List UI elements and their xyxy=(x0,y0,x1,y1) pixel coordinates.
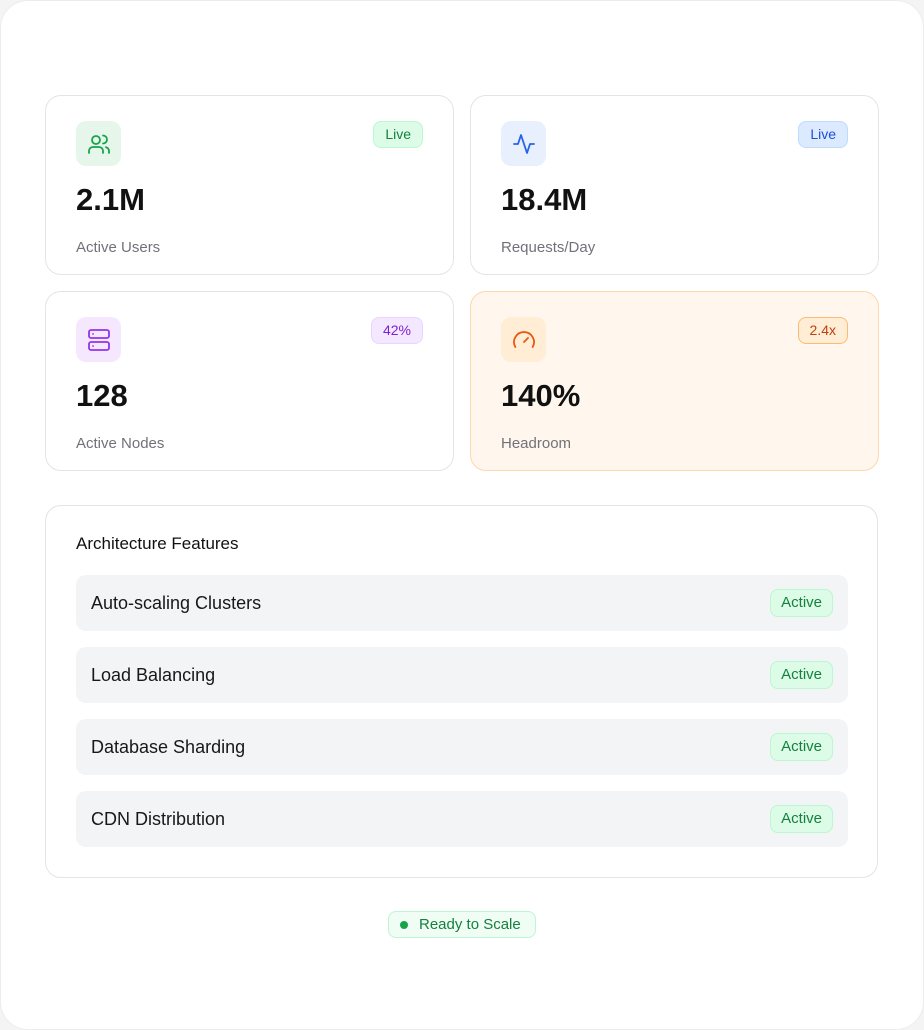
icon xyxy=(501,317,546,362)
stat-card: Live 2.1M Active Users xyxy=(45,95,454,275)
stat-value: 2.1M xyxy=(76,182,145,217)
badge: 2.4x xyxy=(797,317,848,344)
feature-name: Load Balancing xyxy=(91,665,216,685)
stat-label: Headroom xyxy=(501,435,572,452)
feature-name: Database Sharding xyxy=(91,737,246,757)
stat-card: 2.4x 140% Headroom xyxy=(470,291,879,471)
icon xyxy=(76,121,121,166)
badge: Live xyxy=(373,121,423,148)
stat-label: Active Users xyxy=(76,239,161,256)
icon xyxy=(76,317,121,362)
feature-row: CDN Distribution Active xyxy=(76,791,848,847)
icon xyxy=(501,121,546,166)
status-badge: Active xyxy=(770,589,833,617)
stat-card: Live 18.4M Requests/Day xyxy=(470,95,879,275)
status-badge: Active xyxy=(770,733,833,761)
stat-label: Active Nodes xyxy=(76,435,165,452)
features-panel: Architecture Features Auto-scaling Clust… xyxy=(45,505,878,878)
feature-row: Database Sharding Active xyxy=(76,719,848,775)
panel-title: Architecture Features xyxy=(76,534,239,553)
status-dot xyxy=(400,921,408,929)
status-text: Ready to Scale xyxy=(419,916,521,933)
badge: 42% xyxy=(370,317,423,344)
feature-row: Auto-scaling Clusters Active xyxy=(76,575,848,631)
stat-label: Requests/Day xyxy=(501,239,596,256)
status-badge: Active xyxy=(770,805,833,833)
feature-name: CDN Distribution xyxy=(91,809,226,829)
stat-card: 42% 128 Active Nodes xyxy=(45,291,454,471)
feature-name: Auto-scaling Clusters xyxy=(91,593,262,613)
stat-value: 140% xyxy=(501,378,581,413)
badge: Live xyxy=(798,121,848,148)
status-pill: Ready to Scale xyxy=(388,911,536,938)
stat-value: 18.4M xyxy=(501,182,588,217)
status-badge: Active xyxy=(770,661,833,689)
stat-value: 128 xyxy=(76,378,128,413)
feature-row: Load Balancing Active xyxy=(76,647,848,703)
